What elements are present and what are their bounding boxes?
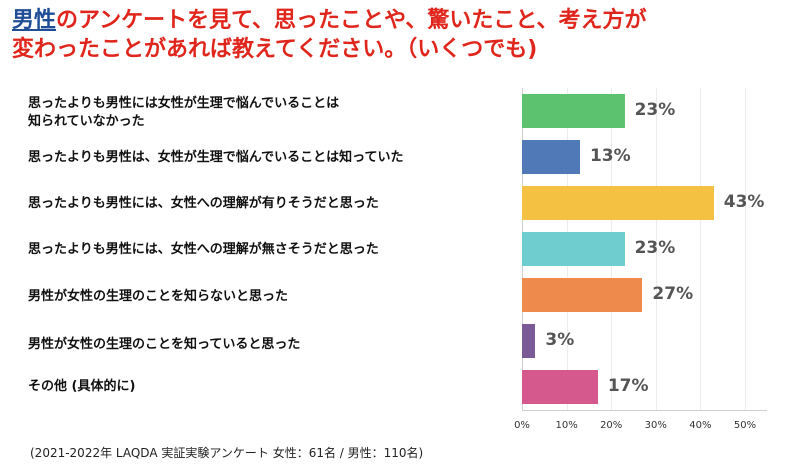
category-label: 男性が女性の生理のことを知っていると思った (28, 337, 301, 352)
x-tick-label: 10% (555, 420, 578, 431)
title-highlight: 男性 (12, 8, 57, 33)
data-label: 17% (607, 376, 649, 396)
category-label: その他 (具体的に) (28, 379, 136, 394)
bar (522, 140, 580, 174)
footnote: (2021-2022年 LAQDA 実証実験アンケート 女性：61名 / 男性：… (30, 446, 424, 460)
x-axis-line (522, 410, 768, 411)
bar (522, 370, 598, 404)
x-tick-label: 0% (514, 420, 530, 431)
data-label: 27% (652, 284, 694, 304)
x-tick-label: 20% (600, 420, 623, 431)
x-tick-label: 40% (689, 420, 712, 431)
gridline (700, 88, 702, 410)
bar (522, 232, 625, 266)
category-label: 思ったよりも男性は、女性が生理で悩んでいることは知っていた (28, 150, 404, 165)
category-label: 思ったよりも男性には、女性への理解が無さそうだと思った (28, 242, 379, 257)
x-tick-label: 30% (644, 420, 667, 431)
x-tick-label: 50% (733, 420, 757, 431)
category-label: 思ったよりも男性には女性が生理で悩んでいることは 知られていなかった (28, 96, 340, 129)
gridline (655, 88, 657, 410)
chart-title: 男性のアンケートを見て、思ったことや、驚いたこと、考え方が 変わったことがあれば… (12, 6, 782, 64)
data-label: 43% (723, 192, 765, 212)
bar (522, 186, 714, 220)
title-line2: 変わったことがあれば教えてください。（いくつでも) (12, 37, 538, 62)
title-line1: のアンケートを見て、思ったことや、驚いたこと、考え方が (56, 8, 647, 33)
gridline (745, 88, 746, 410)
bar (522, 94, 625, 128)
data-label: 13% (589, 146, 631, 166)
data-label: 23% (634, 100, 676, 120)
bar (522, 278, 643, 312)
data-label: 23% (634, 238, 676, 258)
category-label: 男性が女性の生理のことを知らないと思った (28, 289, 289, 304)
bar (522, 324, 536, 358)
category-label: 思ったよりも男性には、女性への理解が有りそうだと思った (28, 196, 379, 211)
data-label: 3% (545, 330, 575, 350)
